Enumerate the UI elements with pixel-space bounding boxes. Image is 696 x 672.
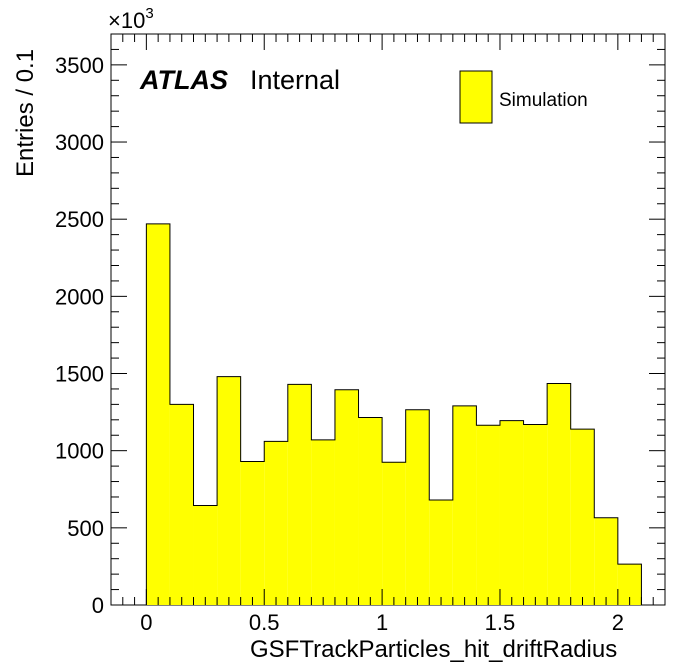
y-tick-label: 0 bbox=[92, 593, 104, 618]
y-tick-label: 1000 bbox=[55, 439, 104, 464]
y-axis-ticks: 0 500 1000 1500 2000 2500 3000 3500 bbox=[55, 33, 665, 618]
x-tick-label: 1.5 bbox=[485, 610, 516, 635]
histogram-bar bbox=[405, 409, 430, 605]
histogram-bar bbox=[358, 417, 383, 605]
histogram-bar bbox=[523, 424, 548, 605]
histogram-bar bbox=[146, 223, 170, 606]
x-tick-label: 0.5 bbox=[249, 610, 280, 635]
histogram-bar bbox=[334, 389, 359, 605]
y-tick-label: 2000 bbox=[55, 284, 104, 309]
histogram-bar bbox=[169, 404, 194, 605]
y-tick-label: 3000 bbox=[55, 130, 104, 155]
histogram-bar bbox=[499, 420, 524, 605]
x-axis-title: GSFTrackParticles_hit_driftRadius bbox=[250, 636, 617, 663]
x-tick-label: 1 bbox=[376, 610, 388, 635]
histogram-bar bbox=[476, 425, 500, 605]
histogram-bar bbox=[570, 429, 595, 605]
y-axis-multiplier: ×103 bbox=[108, 5, 154, 33]
histogram-bar bbox=[217, 376, 241, 605]
histogram-bar bbox=[382, 462, 406, 605]
y-axis-title: Entries / 0.1 bbox=[12, 49, 39, 177]
histogram-bar bbox=[429, 500, 453, 605]
histogram-bar bbox=[240, 461, 265, 605]
histogram-step-line bbox=[145, 223, 642, 605]
histogram-outline bbox=[145, 223, 642, 605]
y-tick-label: 500 bbox=[67, 516, 104, 541]
y-tick-label: 3500 bbox=[55, 53, 104, 78]
histogram-bar bbox=[594, 517, 618, 605]
histogram-bar bbox=[287, 384, 312, 605]
internal-label: Internal bbox=[250, 65, 340, 95]
legend-entry-simulation: Simulation bbox=[499, 90, 588, 111]
y-tick-label: 2500 bbox=[55, 207, 104, 232]
histogram-bar bbox=[264, 441, 288, 605]
histogram-bars bbox=[146, 223, 642, 606]
legend-swatch bbox=[459, 70, 493, 124]
x-axis-ticks: 0 0.5 1 1.5 2 bbox=[110, 34, 666, 635]
histogram-bar bbox=[617, 564, 642, 605]
x-tick-label: 0 bbox=[140, 610, 152, 635]
histogram-bar bbox=[193, 505, 218, 605]
atlas-label: ATLAS bbox=[139, 65, 228, 95]
histogram-bar bbox=[452, 405, 477, 605]
histogram-bar bbox=[547, 383, 571, 605]
histogram-bar bbox=[311, 439, 335, 605]
y-tick-label: 1500 bbox=[55, 362, 104, 387]
x-tick-label: 2 bbox=[612, 610, 624, 635]
